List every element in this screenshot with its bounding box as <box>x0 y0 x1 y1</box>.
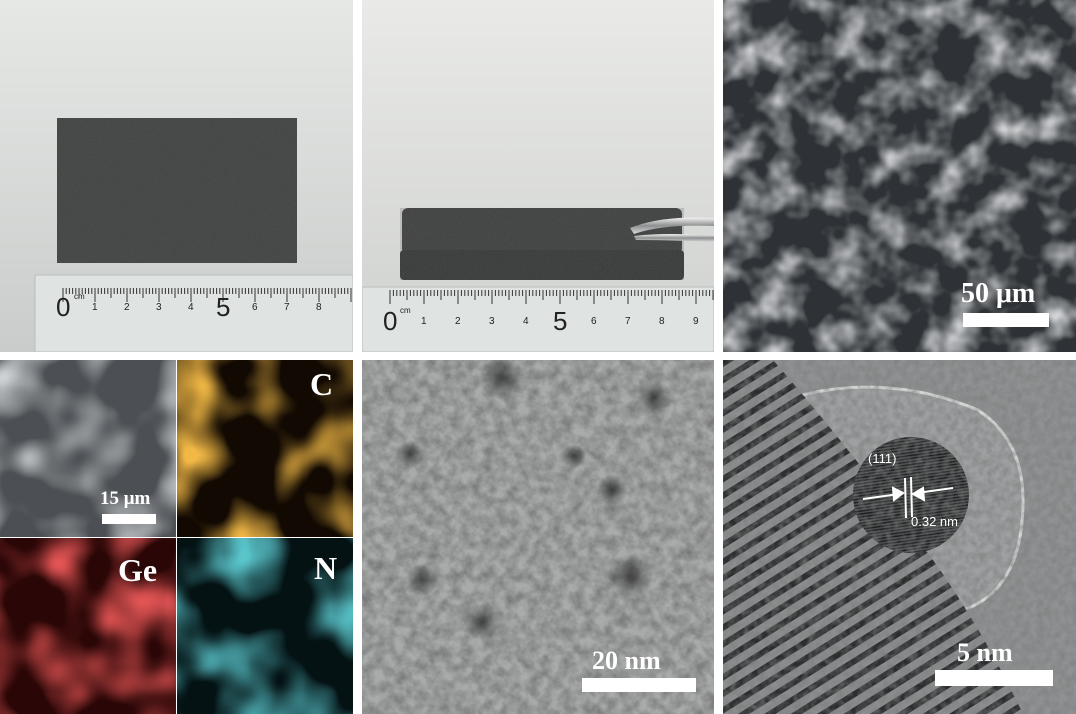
scale-bar-label: 20 nm <box>592 646 661 675</box>
ruler-number: 3 <box>489 316 495 327</box>
lattice-spacing-arrows <box>862 476 954 519</box>
lattice-spacing-label: 0.32 nm <box>911 514 958 529</box>
tem-image <box>362 360 714 714</box>
ruler-number: 0 <box>383 306 398 336</box>
scale-bar <box>582 678 696 692</box>
ruler <box>34 274 353 352</box>
scale-bar <box>102 514 156 524</box>
ruler-number: 3 <box>156 302 162 313</box>
lattice-plane-label: (111) <box>868 451 897 466</box>
panel-foam-photo-flat: cm 0 1 2 3 4 5 6 7 8 <box>0 0 353 352</box>
scale-bar-label: 15 μm <box>100 488 151 509</box>
ruler-number: 0 <box>56 292 71 322</box>
element-label-carbon: C <box>310 366 334 402</box>
eds-mapping-image <box>0 360 353 714</box>
ruler-number: 5 <box>216 292 231 322</box>
panel-eds-mapping: 15 μm C Ge N <box>0 360 353 714</box>
scale-bar-label: 5 nm <box>957 638 1013 667</box>
ruler-unit-label: cm <box>400 306 411 315</box>
panel-tem-nanoparticles: 20 nm <box>362 360 714 714</box>
scale-bar <box>935 670 1053 686</box>
panel-sem-foam-network: 50 μm <box>723 0 1076 352</box>
ruler <box>362 286 714 352</box>
element-label-nitrogen: N <box>314 550 338 586</box>
ruler-number: 2 <box>124 302 130 313</box>
ruler-unit-label: cm <box>74 292 85 301</box>
ruler-number: 5 <box>553 306 568 336</box>
tweezers <box>630 217 714 234</box>
ruler-number: 2 <box>455 316 461 327</box>
ruler-number: 6 <box>591 316 597 327</box>
element-label-germanium: Ge <box>118 552 158 588</box>
ruler-number: 8 <box>316 302 322 313</box>
sem-network-image <box>723 0 1076 352</box>
ruler-number: 8 <box>659 316 665 327</box>
ruler-number: 1 <box>92 302 98 313</box>
ruler-number: 6 <box>252 302 258 313</box>
ruler-number: 7 <box>284 302 290 313</box>
foam-photo-folded-image <box>362 0 714 352</box>
hrtem-image <box>723 360 1076 714</box>
scale-bar <box>963 313 1049 327</box>
panel-foam-photo-folded: cm 0 1 2 3 4 5 6 7 8 9 <box>362 0 714 352</box>
ruler-number: 1 <box>421 316 427 327</box>
foam-photo-flat-image <box>0 0 353 352</box>
ruler-number: 4 <box>523 316 529 327</box>
scale-bar-label: 50 μm <box>961 278 1036 309</box>
ruler-number: 4 <box>188 302 194 313</box>
ruler-number: 9 <box>693 316 699 327</box>
panel-hrtem-lattice: (111) 0.32 nm 5 nm <box>723 360 1076 714</box>
ruler-number: 7 <box>625 316 631 327</box>
